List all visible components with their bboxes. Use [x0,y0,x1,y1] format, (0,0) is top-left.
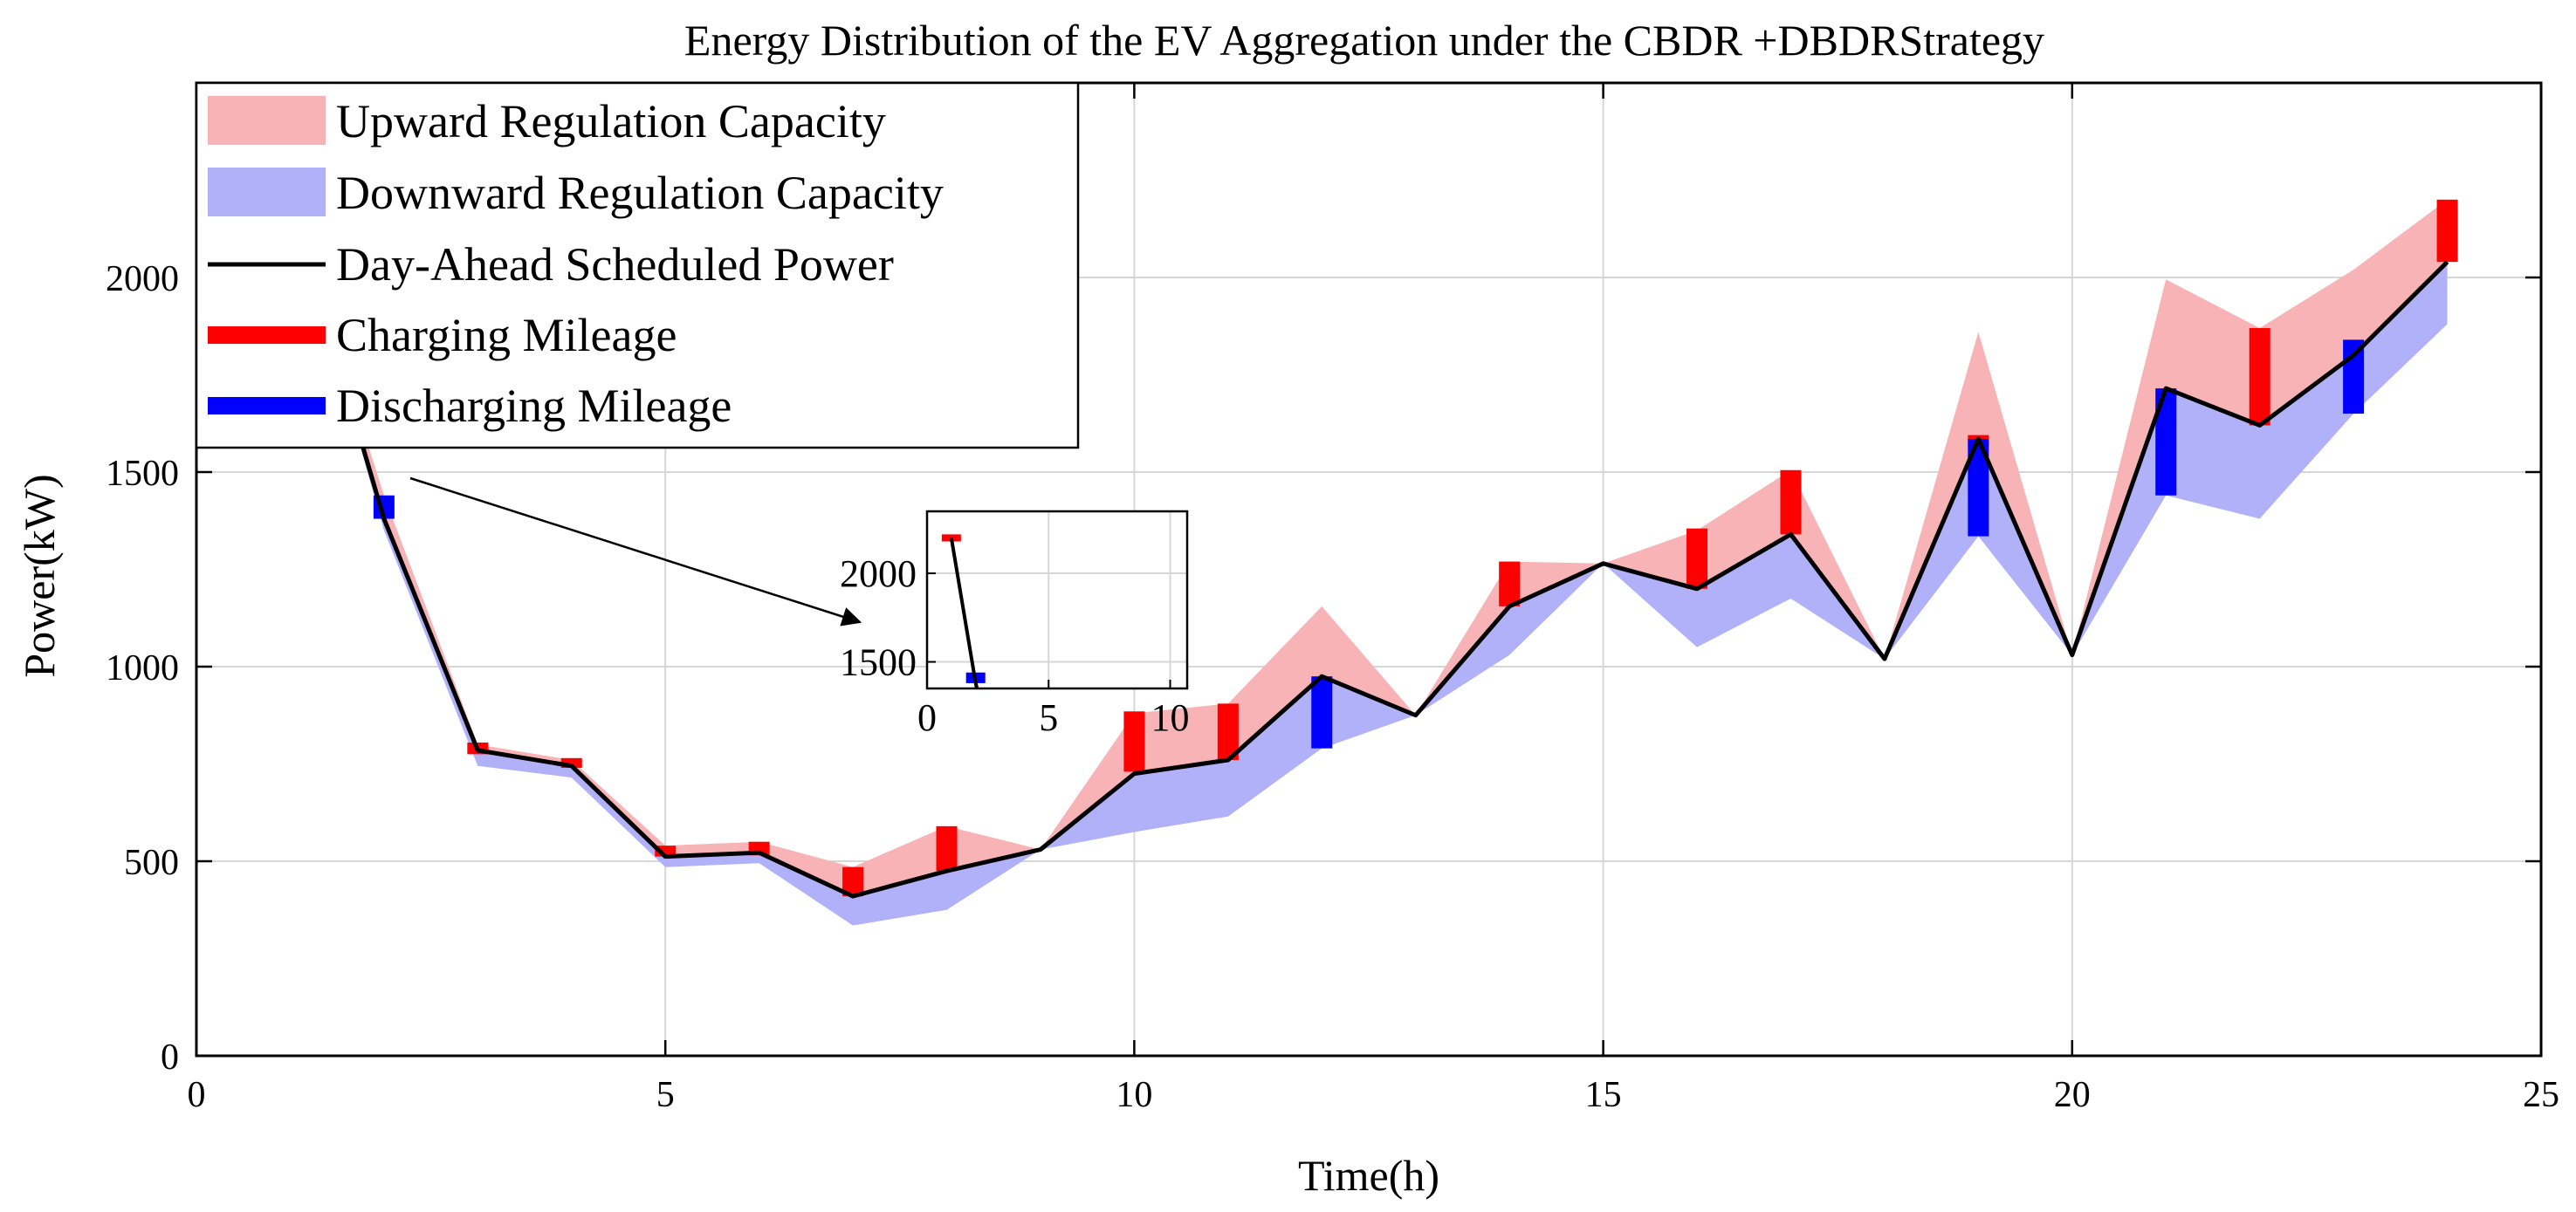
legend-label-downward: Downward Regulation Capacity [336,167,944,219]
discharging-mileage-bar [2343,339,2365,414]
legend-swatch-discharging [208,397,326,414]
charging-mileage-bar [1499,561,1521,606]
legend-label-discharging: Discharging Mileage [336,380,732,432]
plot-frame [195,81,2543,1058]
charging-mileage-bar [1123,711,1145,772]
charging-mileage-bar [936,825,958,872]
inset-x-tick-label: 0 [917,696,937,739]
legend-swatch-charging [208,326,326,344]
scheduled-power-line [288,199,2449,899]
legend-label-charging: Charging Mileage [336,309,677,361]
inset-frame [925,510,1189,690]
inset-x-tick-label: 5 [1039,696,1058,739]
y-axis-label: Power(kW) [15,474,64,677]
charging-mileage-bar [2436,199,2458,263]
legend-swatch-downward [208,168,326,216]
legend-box [195,81,1080,449]
inset-ticks: 0 5 10 1500 2000 [840,552,1190,739]
legend-swatch-upward [208,96,326,145]
x-tick-label: 10 [1116,1075,1152,1115]
charging-mileage-bar [1780,469,1802,535]
inset-y-tick-label: 2000 [840,552,917,595]
axis-ticks: 0 5 10 15 20 25 0 500 1000 1500 2000 [106,83,2559,1115]
y-tick-label: 2000 [106,259,179,299]
y-tick-label: 500 [124,843,179,883]
x-tick-label: 0 [188,1075,206,1115]
inset-data [941,534,986,688]
legend: Upward Regulation Capacity Downward Regu… [195,81,1080,449]
x-tick-label: 15 [1585,1075,1622,1115]
charging-mileage-bar [1686,528,1708,589]
y-tick-label: 0 [161,1037,179,1078]
legend-label-scheduled: Day-Ahead Scheduled Power [336,238,894,291]
chart-title: Energy Distribution of the EV Aggregatio… [684,16,2044,65]
y-tick-label: 1500 [106,454,179,494]
inset-x-tick-label: 10 [1151,696,1190,739]
charging-mileage-bar [1217,703,1239,761]
legend-label-upward: Upward Regulation Capacity [336,95,886,147]
discharging-mileage-bar [1311,676,1333,749]
inset-y-tick-label: 1500 [840,641,917,684]
x-tick-label: 20 [2054,1075,2091,1115]
x-tick-label: 25 [2523,1075,2559,1115]
annotation-arrow [409,476,862,627]
x-axis-label: Time(h) [1298,1151,1439,1200]
x-tick-label: 5 [656,1075,675,1115]
charging-mileage-bar [560,757,582,768]
charging-mileage-bar [2249,327,2270,426]
y-tick-label: 1000 [106,648,179,688]
data-layer [279,191,2458,926]
inset-plot: 0 5 10 1500 2000 [840,510,1190,739]
downward-capacity-area [290,199,2448,926]
